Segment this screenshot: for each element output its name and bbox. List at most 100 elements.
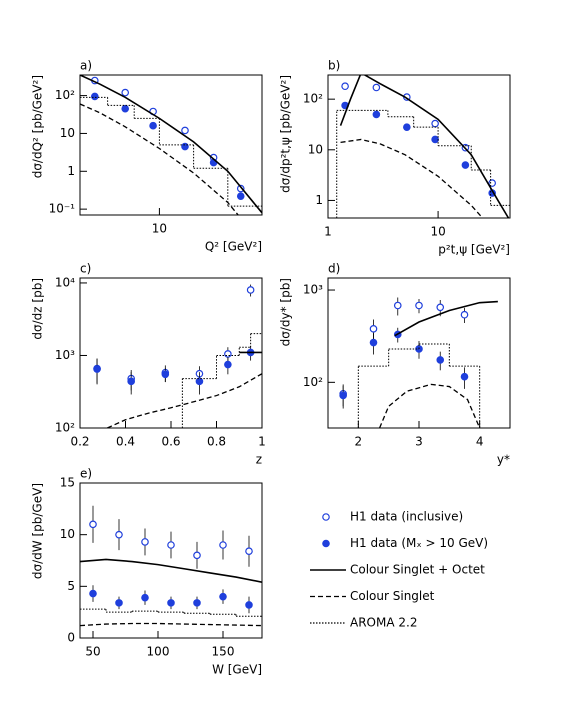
panel-label: d): [328, 262, 340, 276]
plot-frame: [327, 277, 511, 429]
filled-marker: [91, 92, 99, 101]
open-marker: [115, 530, 123, 539]
x-tick-label: 0.6: [161, 435, 180, 449]
y-tick-label: 1: [67, 164, 75, 178]
x-tick-label: 0.4: [116, 435, 135, 449]
plot-frame: [79, 74, 263, 216]
x-axis-label: Q² [GeV²]: [205, 240, 262, 254]
filled-marker: [115, 599, 123, 607]
y-tick-label: 10³: [55, 348, 75, 362]
filled-marker: [224, 360, 232, 369]
y-tick-label: 0: [67, 631, 75, 645]
open-marker: [181, 126, 189, 135]
panel-label: e): [80, 467, 92, 481]
legend-marker: [322, 513, 330, 521]
x-tick-label: 0.2: [70, 435, 89, 449]
legend-label: H1 data (inclusive): [350, 510, 463, 524]
x-tick-label: 10: [152, 222, 167, 236]
x-tick-label: 1: [324, 225, 332, 239]
filled-marker: [89, 589, 97, 598]
filled-marker: [127, 377, 135, 386]
filled-marker: [460, 372, 469, 381]
filled-marker: [219, 592, 227, 601]
y-tick-label: 10²: [55, 421, 75, 435]
filled-marker: [195, 377, 204, 386]
plot-area: [80, 75, 262, 215]
dashed-curve: [80, 622, 262, 627]
y-tick-label: 5: [67, 579, 75, 593]
x-axis-label: W [GeV]: [212, 663, 262, 677]
open-marker: [245, 547, 253, 556]
open-marker: [167, 541, 175, 549]
x-axis-label: y*: [497, 453, 510, 467]
open-marker: [431, 119, 439, 128]
solid-curve: [80, 558, 262, 583]
filled-marker: [403, 123, 411, 131]
solid-curve: [394, 300, 498, 337]
open-marker: [121, 88, 130, 97]
dashed-curve: [340, 138, 484, 218]
plot-area: [93, 284, 262, 428]
filled-marker: [193, 599, 201, 607]
filled-marker: [436, 356, 445, 364]
y-axis-label: dσ/dp²t,ψ [pb/GeV²]: [279, 75, 293, 193]
plot-area: [336, 75, 510, 218]
legend-marker: [322, 539, 330, 548]
dashed-curve: [378, 383, 481, 428]
plot-area: [80, 505, 262, 638]
open-marker: [341, 82, 349, 91]
y-tick-label: 1: [315, 193, 323, 207]
x-axis-label: p²t,ψ [GeV²]: [438, 243, 510, 257]
y-tick-label: 10³: [303, 283, 323, 297]
panel-label: b): [328, 59, 340, 73]
filled-marker: [245, 601, 253, 609]
panel-label: c): [80, 262, 91, 276]
filled-marker: [141, 593, 149, 602]
x-tick-label: 50: [85, 645, 100, 659]
open-marker: [89, 520, 97, 529]
panel-label: a): [80, 59, 92, 73]
filled-marker: [93, 365, 101, 373]
filled-marker: [339, 391, 347, 400]
x-tick-label: 4: [476, 435, 484, 449]
filled-marker: [372, 110, 381, 119]
filled-marker: [431, 135, 439, 144]
filled-marker: [149, 121, 157, 130]
plot-frame: [79, 482, 263, 639]
y-tick-label: 10²: [55, 88, 75, 102]
filled-marker: [167, 599, 175, 607]
y-tick-label: 15: [60, 476, 75, 490]
open-marker: [415, 301, 423, 310]
plot-area: [339, 297, 498, 428]
solid-curve: [339, 75, 510, 218]
dashed-curve: [80, 103, 239, 215]
x-tick-label: 3: [415, 435, 423, 449]
x-tick-label: 0.8: [207, 435, 226, 449]
legend-label: H1 data (Mₓ > 10 GeV): [350, 536, 488, 550]
y-axis-label: dσ/dz [pb]: [31, 278, 45, 340]
y-tick-label: 10: [60, 527, 75, 541]
y-tick-label: 10²: [303, 92, 323, 106]
x-tick-label: 100: [147, 645, 170, 659]
y-tick-label: 10⁻¹: [49, 202, 76, 216]
y-tick-label: 10⁴: [55, 275, 75, 289]
filled-marker: [161, 370, 170, 379]
filled-marker: [461, 161, 470, 169]
legend-label: AROMA 2.2: [350, 616, 417, 630]
plot-frame: [79, 277, 263, 429]
open-marker: [372, 83, 381, 92]
legend-label: Colour Singlet: [350, 589, 435, 603]
x-tick-label: 2: [355, 435, 363, 449]
x-tick-label: 1: [258, 435, 266, 449]
open-marker: [224, 350, 232, 358]
solid-curve: [80, 75, 262, 214]
y-tick-label: 10: [308, 142, 323, 156]
open-marker: [246, 286, 255, 294]
open-marker: [460, 310, 469, 319]
open-marker: [436, 303, 445, 312]
filled-marker: [369, 338, 378, 347]
open-marker: [141, 538, 149, 546]
filled-marker: [121, 104, 130, 113]
open-marker: [393, 301, 402, 310]
